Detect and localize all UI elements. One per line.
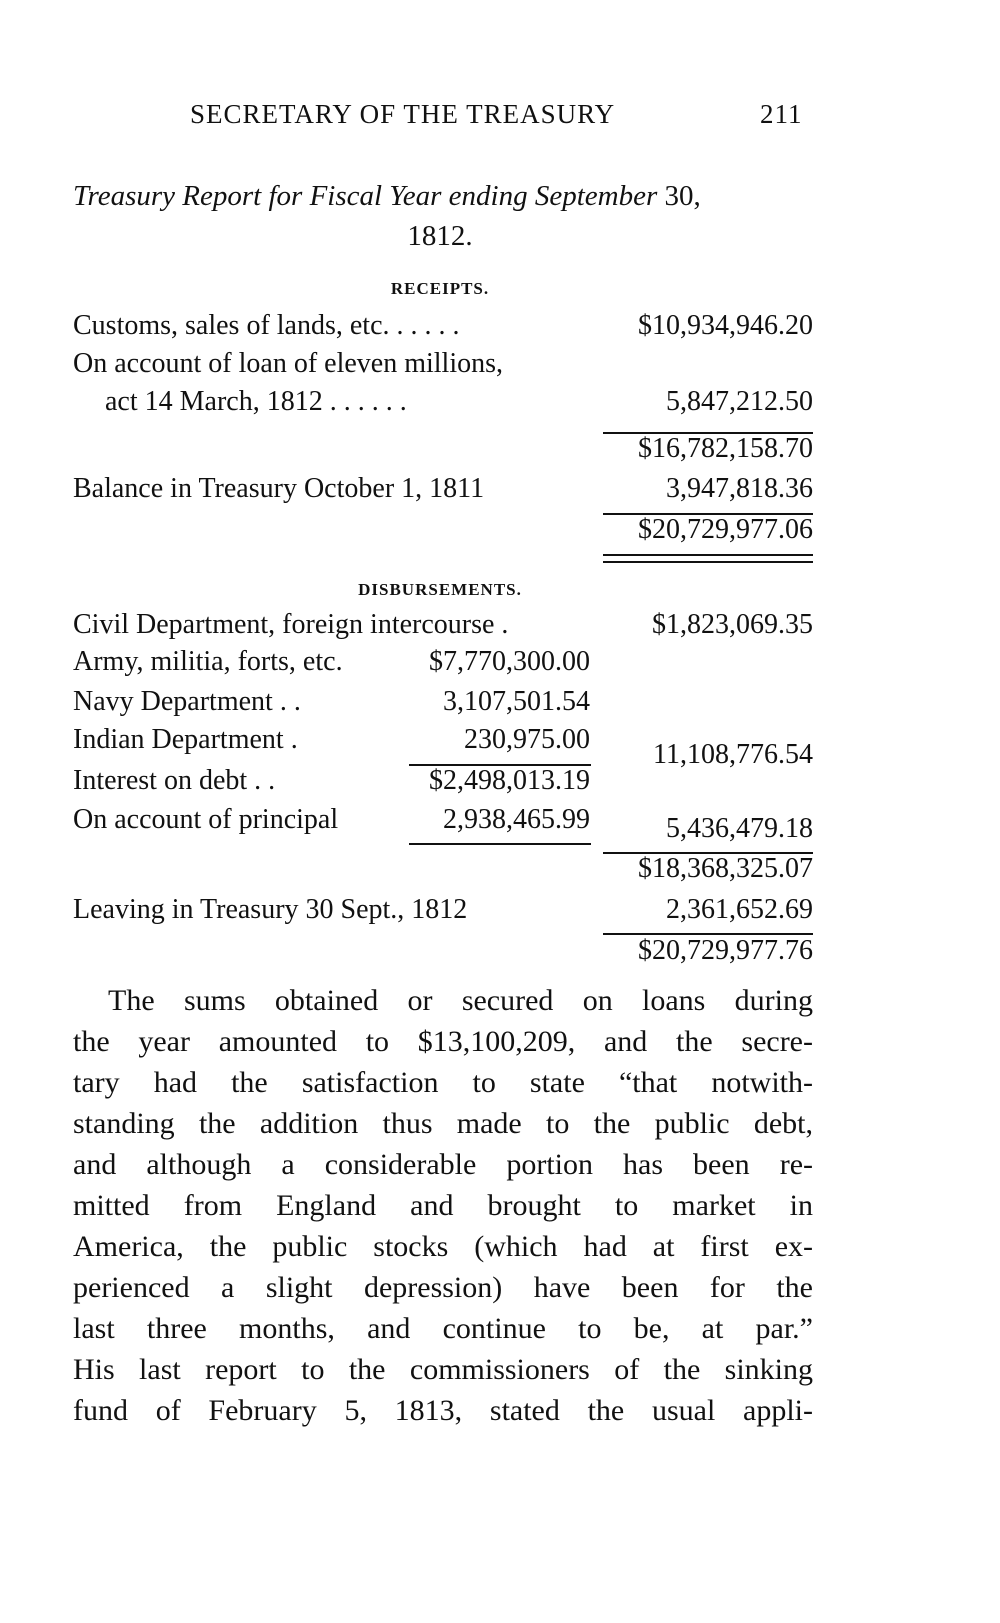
sum-rule (603, 513, 813, 515)
sum-rule (409, 843, 591, 845)
disbursement-amount: $7,770,300.00 (429, 646, 590, 677)
paragraph-line: standing the addition thus made to the p… (73, 1107, 813, 1140)
disbursement-amount: 230,975.00 (464, 724, 590, 755)
paragraph-line: mitted from England and brought to marke… (73, 1189, 813, 1222)
group2-total: 5,436,479.18 (666, 813, 813, 844)
paragraph-line: perienced a slight depression) have been… (73, 1271, 813, 1304)
paragraph-line: The sums obtained or secured on loans du… (108, 984, 813, 1017)
balance-amount: 3,947,818.36 (666, 473, 813, 504)
paragraph-line: fund of February 5, 1813, stated the usu… (73, 1394, 813, 1427)
receipt-amount: $10,934,946.20 (638, 310, 813, 341)
sum-rule (603, 852, 813, 854)
receipts-total: $20,729,977.06 (638, 514, 813, 545)
disbursement-label: Interest on debt . . (73, 765, 276, 796)
disbursement-amount: $2,498,013.19 (429, 765, 590, 796)
disbursement-label: Indian Department . (73, 724, 298, 755)
paragraph-line: and although a considerable portion has … (73, 1148, 813, 1181)
leaving-amount: 2,361,652.69 (666, 894, 813, 925)
disbursement-amount: 2,938,465.99 (443, 804, 590, 835)
body-paragraph: The sums obtained or secured on loans du… (73, 986, 813, 1437)
disbursements-total: $20,729,977.76 (638, 935, 813, 966)
disbursements-heading: DISBURSEMENTS. (358, 580, 522, 599)
group1-total: 11,108,776.54 (653, 739, 813, 770)
disbursement-label: Army, militia, forts, etc. (73, 646, 343, 677)
page-number: 211 (760, 99, 803, 129)
running-title: SECRETARY OF THE TREASURY (190, 99, 616, 129)
receipt-label: act 14 March, 1812 . . . . . . (105, 386, 407, 417)
civil-label: Civil Department, foreign intercourse . (73, 609, 509, 640)
leaving-label: Leaving in Treasury 30 Sept., 1812 (73, 894, 468, 925)
receipt-amount: 5,847,212.50 (666, 386, 813, 417)
double-rule-bottom (603, 561, 813, 563)
sum-rule (409, 764, 591, 766)
disbursement-label: Navy Department . . (73, 686, 301, 717)
civil-amount: $1,823,069.35 (652, 609, 813, 640)
title-year: 1812. (407, 220, 473, 252)
disbursement-label: On account of principal (73, 804, 339, 835)
receipts-subtotal: $16,782,158.70 (638, 433, 813, 464)
sum-rule (603, 933, 813, 935)
report-title: Treasury Report for Fiscal Year ending S… (73, 182, 701, 211)
receipts-heading: RECEIPTS. (390, 279, 490, 298)
balance-label: Balance in Treasury October 1, 1811 (73, 473, 485, 504)
sum-rule (603, 432, 813, 434)
receipt-label: Customs, sales of lands, etc. . . . . . (73, 310, 460, 341)
paragraph-line: America, the public stocks (which had at… (73, 1230, 813, 1263)
paragraph-line: the year amounted to $13,100,209, and th… (73, 1025, 813, 1058)
double-rule-top (603, 554, 813, 556)
paragraph-line: His last report to the commissioners of … (73, 1353, 813, 1386)
receipt-label: On account of loan of eleven millions, (73, 348, 503, 379)
paragraph-line: tary had the satisfaction to state “that… (73, 1066, 813, 1099)
title-italic: Treasury Report for Fiscal Year ending S… (73, 180, 658, 212)
disbursement-amount: 3,107,501.54 (443, 686, 590, 717)
paragraph-line: last three months, and continue to be, a… (73, 1312, 813, 1345)
disbursements-subtotal: $18,368,325.07 (638, 853, 813, 884)
title-number: 30, (664, 180, 701, 212)
